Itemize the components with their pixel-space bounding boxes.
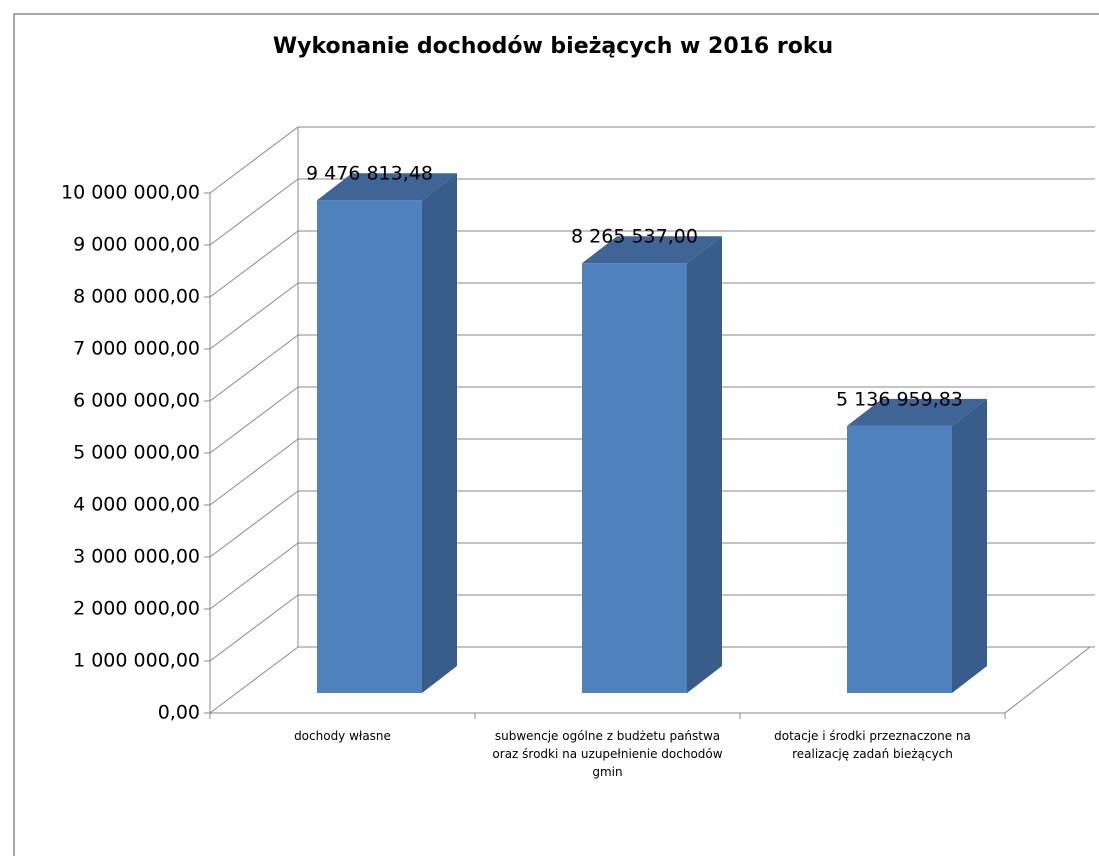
grid-line — [209, 490, 299, 558]
bar-side — [952, 398, 987, 693]
value-label: 8 265 537,00 — [571, 226, 698, 248]
bar-top — [317, 173, 457, 201]
grid-line — [209, 126, 299, 194]
value-label: 9 476 813,48 — [306, 163, 433, 185]
bar-side — [687, 236, 722, 693]
y-tick-label: 5 000 000,00 — [73, 442, 200, 464]
grid-line — [209, 334, 299, 402]
y-tick-label: 10 000 000,00 — [61, 182, 200, 204]
grid-line — [209, 594, 299, 662]
bar-top — [847, 398, 987, 426]
x-tick-label: dotacje i środki przeznaczone na realiza… — [774, 729, 971, 761]
x-tick-label: dochody własne — [294, 729, 391, 743]
grid-line — [209, 386, 299, 454]
bar — [582, 263, 687, 693]
grid-line — [209, 282, 299, 350]
bar — [847, 425, 952, 693]
y-tick-label: 3 000 000,00 — [73, 546, 200, 568]
bar-top — [582, 236, 722, 264]
y-tick-label: 9 000 000,00 — [73, 234, 200, 256]
y-tick-label: 1 000 000,00 — [73, 650, 200, 672]
grid-line — [209, 542, 299, 610]
bar — [317, 200, 422, 694]
y-tick-label: 6 000 000,00 — [73, 390, 200, 412]
grid-line — [209, 230, 299, 298]
y-tick-label: 7 000 000,00 — [73, 338, 200, 360]
x-tick-label: subwencje ogólne z budżetu państwa oraz … — [492, 729, 723, 779]
bar-side — [422, 173, 457, 694]
y-tick-label: 8 000 000,00 — [73, 286, 200, 308]
chart-title: Wykonanie dochodów bieżących w 2016 roku — [273, 34, 833, 59]
value-label: 5 136 959,83 — [836, 388, 963, 410]
grid-line — [209, 646, 299, 714]
y-tick-label: 0,00 — [158, 702, 200, 724]
y-tick-label: 2 000 000,00 — [73, 598, 200, 620]
grid-line — [209, 438, 299, 506]
floor-edge — [1004, 646, 1091, 714]
grid-line — [209, 178, 299, 246]
y-tick-label: 4 000 000,00 — [73, 494, 200, 516]
